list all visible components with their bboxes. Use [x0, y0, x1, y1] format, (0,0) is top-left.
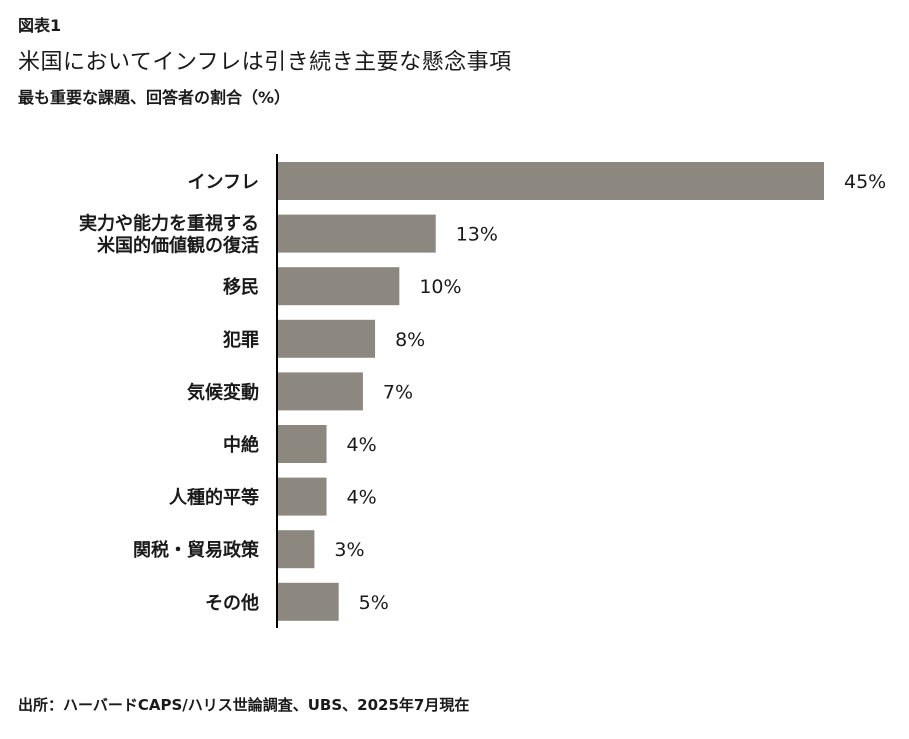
category-label-line: 関税・貿易政策 — [133, 539, 260, 561]
category-label-line: 犯罪 — [222, 329, 259, 351]
data-label-8: 5% — [359, 592, 389, 614]
category-label-line: 中絶 — [223, 434, 259, 456]
category-label-line: 気候変動 — [187, 381, 259, 403]
data-label-5: 4% — [347, 434, 377, 456]
category-label-1: 実力や能力を重視する米国的価値観の復活 — [79, 213, 259, 257]
bar-5 — [278, 425, 327, 463]
category-label-0: インフレ — [188, 172, 259, 193]
figure-label: 図表1 — [18, 16, 62, 35]
category-label-line: その他 — [205, 592, 259, 614]
category-label-line: 移民 — [223, 276, 259, 298]
bar-7 — [278, 530, 315, 569]
data-label-3: 8% — [395, 329, 425, 351]
category-label-line: 米国的価値観の復活 — [97, 235, 259, 257]
bar-0 — [278, 162, 824, 200]
data-label-2: 10% — [419, 276, 461, 298]
data-label-7: 3% — [334, 539, 364, 561]
category-label-7: 関税・貿易政策 — [133, 539, 260, 561]
category-label-4: 気候変動 — [187, 381, 259, 403]
bar-chart: 45% インフレ 13% 実力や能力を重視する米国的価値観の復活 10% 移民 8% 犯罪 7%… — [79, 154, 886, 628]
category-label-2: 移民 — [223, 276, 259, 298]
bar-1 — [278, 214, 436, 253]
category-label-line: 実力や能力を重視する — [79, 213, 259, 235]
data-label-4: 7% — [383, 381, 413, 403]
bar-3 — [278, 319, 376, 358]
category-label-3: 犯罪 — [222, 329, 259, 351]
data-label-0: 45% — [844, 171, 886, 193]
category-label-8: その他 — [205, 592, 259, 614]
bar-2 — [278, 267, 400, 306]
category-label-line: 人種的平等 — [169, 487, 259, 509]
chart-subtitle: 最も重要な課題、回答者の割合（%） — [18, 88, 291, 107]
bar-6 — [278, 477, 327, 516]
category-label-line: インフレ — [188, 172, 259, 193]
category-label-6: 人種的平等 — [169, 487, 259, 509]
data-label-1: 13% — [456, 224, 498, 246]
bar-4 — [278, 372, 363, 411]
source-note: 出所：ハーバードCAPS/ハリス世論調査、UBS、2025年7月現在 — [18, 696, 470, 714]
bar-8 — [278, 582, 339, 621]
category-label-5: 中絶 — [223, 434, 259, 456]
data-label-6: 4% — [347, 487, 377, 509]
chart-title: 米国においてインフレは引き続き主要な懸念事項 — [18, 50, 512, 75]
